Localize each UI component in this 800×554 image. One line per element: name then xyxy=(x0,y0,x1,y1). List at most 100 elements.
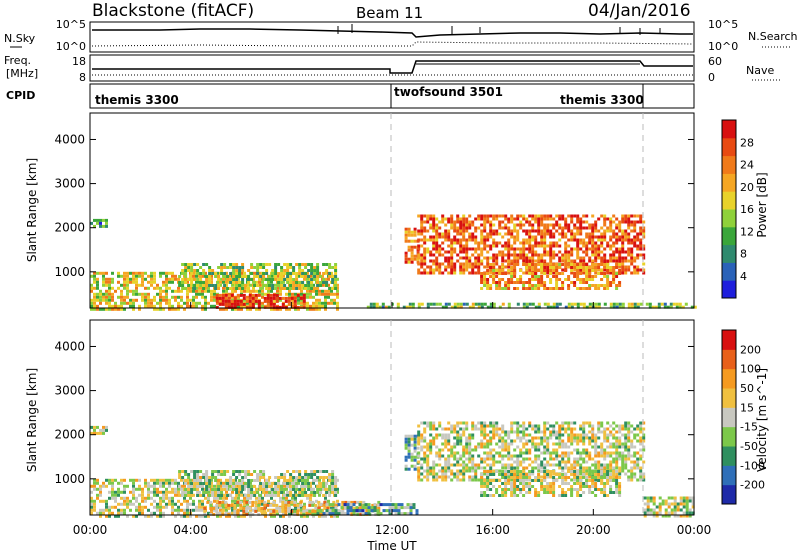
power-echo-cell xyxy=(492,281,496,284)
velocity-echo-cell xyxy=(498,451,502,455)
velocity-echo-cell xyxy=(253,491,257,494)
power-echo-cell xyxy=(636,265,640,269)
power-echo-cell xyxy=(117,271,120,275)
power-echo-cell xyxy=(181,287,185,290)
velocity-echo-cell xyxy=(561,427,565,431)
velocity-echo-cell xyxy=(561,454,565,458)
power-echo-cell xyxy=(102,271,105,275)
velocity-echo-cell xyxy=(483,472,487,476)
power-echo-cell xyxy=(413,227,417,231)
power-echo-cell xyxy=(404,251,408,255)
power-echo-cell xyxy=(178,275,182,278)
power-echo-cell xyxy=(603,263,607,266)
velocity-echo-cell xyxy=(468,478,472,482)
power-echo-cell xyxy=(307,284,311,287)
velocity-echo-cell xyxy=(364,503,368,507)
velocity-echo-cell xyxy=(633,472,637,476)
power-echo-cell xyxy=(231,289,234,293)
power-echo-cell xyxy=(225,307,228,311)
velocity-echo-cell xyxy=(394,506,398,510)
velocity-echo-cell xyxy=(413,455,417,459)
velocity-echo-cell xyxy=(349,503,353,507)
velocity-echo-cell xyxy=(573,439,577,443)
velocity-echo-cell xyxy=(162,493,165,497)
velocity-echo-cell xyxy=(507,475,511,479)
power-echo-cell xyxy=(465,226,469,230)
velocity-echo-cell xyxy=(633,433,637,437)
velocity-echo-cell xyxy=(486,433,490,437)
velocity-echo-cell xyxy=(582,466,586,470)
velocity-echo-cell xyxy=(462,451,466,455)
velocity-echo-cell xyxy=(241,485,245,488)
power-echo-cell xyxy=(492,223,496,227)
velocity-echo-cell xyxy=(546,451,550,455)
velocity-echo-cell xyxy=(221,500,225,504)
velocity-echo-cell xyxy=(282,514,285,518)
power-echo-cell xyxy=(558,256,562,260)
velocity-echo-cell xyxy=(196,470,200,473)
power-echo-cell xyxy=(510,281,514,284)
power-echo-cell xyxy=(576,232,580,236)
power-echo-cell xyxy=(624,271,628,275)
velocity-echo-cell xyxy=(379,503,383,507)
power-echo-cell xyxy=(105,280,108,284)
power-echo-cell xyxy=(606,217,610,221)
velocity-echo-cell xyxy=(174,493,177,497)
velocity-echo-cell xyxy=(229,482,233,485)
power-echo-cell xyxy=(594,302,598,306)
velocity-echo-cell xyxy=(205,491,209,494)
power-echo-cell xyxy=(410,245,414,249)
power-echo-cell xyxy=(162,295,165,299)
power-echo-cell xyxy=(230,302,234,306)
velocity-echo-cell xyxy=(606,433,610,437)
power-echo-cell xyxy=(531,238,535,242)
power-echo-cell xyxy=(492,272,496,275)
power-echo-cell xyxy=(525,247,529,251)
power-echo-cell xyxy=(258,271,261,275)
power-echo-cell xyxy=(477,268,481,272)
velocity-echo-cell xyxy=(259,494,263,497)
velocity-echo-cell xyxy=(495,427,499,431)
power-echo-cell xyxy=(552,256,556,260)
power-echo-cell xyxy=(111,298,114,302)
velocity-echo-cell xyxy=(486,488,490,491)
power-echo-cell xyxy=(261,304,264,308)
power-echo-cell xyxy=(534,238,538,242)
power-echo-cell xyxy=(328,266,332,269)
velocity-echo-cell xyxy=(621,460,625,464)
velocity-echo-cell xyxy=(546,460,550,464)
power-echo-cell xyxy=(588,241,592,245)
power-echo-cell xyxy=(227,305,231,309)
power-echo-cell xyxy=(564,262,568,266)
power-echo-cell xyxy=(429,265,433,269)
velocity-echo-cell xyxy=(489,451,493,455)
power-echo-cell xyxy=(256,284,260,287)
power-echo-cell xyxy=(316,281,320,284)
power-echo-cell xyxy=(269,305,273,309)
power-echo-cell xyxy=(171,271,174,275)
power-echo-cell xyxy=(594,263,598,266)
power-echo-cell xyxy=(489,229,493,233)
velocity-echo-cell xyxy=(495,460,499,464)
velocity-echo-cell xyxy=(492,424,496,428)
velocity-echo-cell xyxy=(504,494,508,497)
power-echo-cell xyxy=(298,287,302,290)
power-echo-cell xyxy=(501,214,505,218)
power-echo-cell xyxy=(564,220,568,224)
velocity-echo-cell xyxy=(90,490,93,494)
power-echo-cell xyxy=(288,289,291,293)
power-echo-cell xyxy=(537,284,541,287)
power-echo-cell xyxy=(150,280,153,284)
power-echo-cell xyxy=(486,256,490,260)
velocity-echo-cell xyxy=(627,421,631,425)
velocity-echo-cell xyxy=(609,466,613,470)
power-echo-cell xyxy=(462,256,466,260)
velocity-echo-cell xyxy=(480,476,484,479)
velocity-echo-cell xyxy=(319,491,323,494)
velocity-echo-cell xyxy=(576,463,580,467)
power-echo-cell xyxy=(450,268,454,272)
velocity-echo-cell xyxy=(537,454,541,458)
power-echo-cell xyxy=(108,277,111,281)
power-echo-cell xyxy=(196,272,200,275)
velocity-echo-cell xyxy=(555,451,559,455)
